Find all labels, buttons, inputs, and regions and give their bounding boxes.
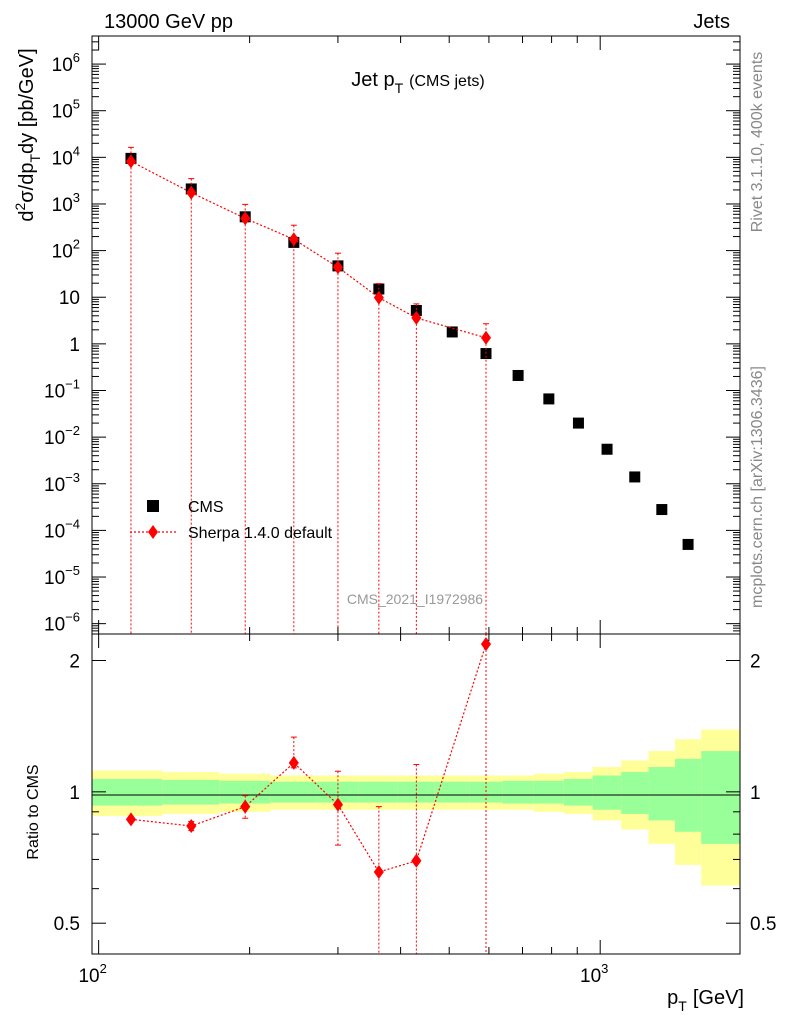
ratio-sherpa-point [480, 637, 492, 652]
y-tick-label: 10−4 [44, 516, 80, 542]
cms-point [601, 443, 613, 455]
sherpa-point [125, 154, 137, 169]
band-green [162, 779, 220, 805]
ylabel-subT: T [27, 154, 43, 163]
sherpa-point [288, 232, 299, 247]
band-green [358, 781, 398, 803]
ylabel-d: d [16, 211, 38, 222]
cms-point [512, 369, 524, 381]
band-green [701, 751, 740, 844]
band-green [397, 781, 435, 803]
watermark: CMS_2021_I1972986 [347, 591, 483, 607]
side-label-rivet: Rivet 3.1.10, 400k events [749, 52, 766, 233]
band-green [469, 781, 503, 803]
y-tick-label: 10−3 [44, 470, 80, 496]
side-label-mcplots: mcplots.cern.ch [arXiv:1306.3436] [749, 366, 766, 608]
band-green [533, 780, 564, 804]
ratio-ylabel: Ratio to CMS [25, 764, 42, 859]
cms-point [543, 393, 555, 405]
ylabel-sigma: σ/dp [16, 163, 38, 203]
legend-sherpa-label: Sherpa 1.4.0 default [188, 525, 333, 542]
sherpa-point [373, 290, 384, 305]
legend-cms-label: CMS [188, 499, 224, 516]
header-right: Jets [693, 11, 730, 33]
y-tick-label: 104 [52, 143, 80, 169]
y-tick-label: 10−6 [44, 610, 80, 636]
band-green [563, 779, 593, 806]
ratio-y-tick-label-left: 2 [69, 651, 80, 672]
sherpa-point [411, 310, 422, 325]
ylabel-rest: dy [pb/GeV] [16, 48, 38, 154]
sherpa-point [332, 260, 343, 275]
cms-point [682, 538, 694, 550]
x-tick-label: 103 [580, 961, 608, 987]
ratio-sherpa-point [332, 797, 343, 812]
ratio-sherpa-point [240, 799, 251, 814]
cms-point [446, 326, 458, 338]
cms-point [629, 471, 641, 483]
y-tick-label: 10−1 [44, 376, 80, 402]
ratio-frame [91, 633, 741, 955]
legend-sherpa-marker [148, 525, 158, 539]
band-green [434, 781, 470, 803]
ratio-sherpa-line [130, 643, 487, 873]
band-green [219, 780, 271, 804]
ratio-y-tick-label-left: 1 [69, 783, 80, 804]
ratio-xlabel: pT [GeV] [667, 987, 744, 1014]
x-tick-label: 102 [78, 961, 106, 987]
cms-point [410, 304, 422, 316]
ratio-sherpa-point [288, 755, 299, 770]
chart-title-sub: T [395, 80, 404, 96]
y-tick-label: 1 [69, 335, 80, 356]
chart-title-suffix: (CMS jets) [409, 73, 485, 90]
y-tick-label: 103 [52, 190, 80, 216]
xlabel-unit: [GeV] [693, 987, 744, 1009]
xlabel-subT: T [678, 998, 687, 1014]
ratio-sherpa-point [186, 819, 197, 834]
ratio-y-tick-label-right: 1 [750, 783, 761, 804]
band-green [621, 772, 649, 814]
cms-point [572, 417, 584, 429]
band-green [648, 767, 676, 821]
legend-cms-marker [147, 500, 159, 512]
sherpa-line [130, 160, 487, 339]
main-plot-marks [125, 146, 694, 634]
y-tick-label: 102 [52, 237, 80, 263]
y-tick-label: 106 [52, 50, 80, 76]
header-left: 13000 GeV pp [104, 11, 233, 33]
cms-point [656, 504, 668, 516]
chart-title-main: Jet p [351, 69, 394, 91]
ratio-y-tick-label-right: 0.5 [750, 914, 776, 935]
band-green [270, 781, 317, 803]
tick-labels: 10610510410310210110−110−210−310−410−510… [44, 50, 776, 987]
chart-title: Jet pT (CMS jets) [351, 69, 484, 96]
ratio-y-tick-label-left: 0.5 [54, 914, 80, 935]
sherpa-point [186, 185, 197, 200]
ylabel-sup2: 2 [12, 203, 28, 211]
sherpa-point [480, 330, 492, 345]
sherpa-point [240, 211, 251, 226]
y-tick-label: 10−2 [44, 423, 80, 449]
xlabel-p: p [667, 987, 678, 1009]
band-green [502, 780, 534, 804]
y-tick-label: 10 [59, 288, 80, 309]
y-tick-label: 10−5 [44, 563, 80, 589]
ratio-sherpa-point [125, 812, 137, 827]
legend: CMS Sherpa 1.4.0 default [130, 499, 333, 542]
y-tick-label: 105 [52, 97, 80, 123]
band-green [592, 775, 622, 810]
ratio-sherpa-point [373, 865, 384, 880]
ratio-y-tick-label-right: 2 [750, 651, 761, 672]
main-ylabel: d2σ/dpTdy [pb/GeV] [12, 48, 43, 221]
ratio-sherpa-point [411, 853, 422, 868]
axes [91, 35, 741, 955]
